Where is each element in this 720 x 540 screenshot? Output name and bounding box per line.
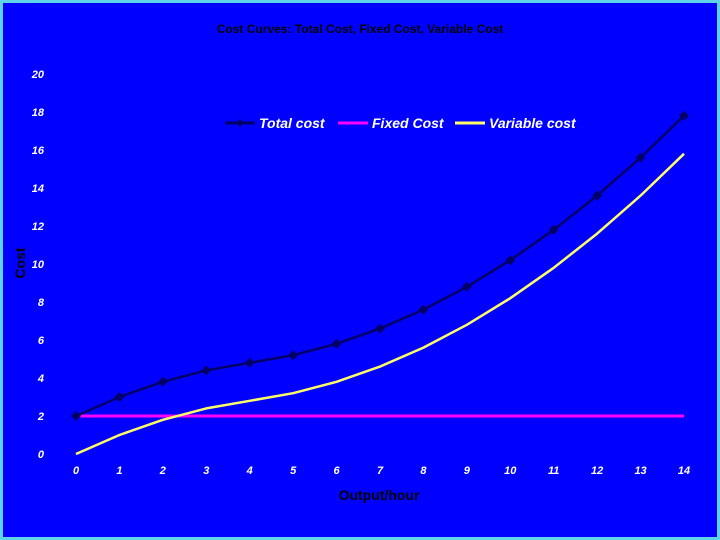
- y-tick-label: 20: [31, 69, 45, 81]
- data-point: [418, 304, 429, 315]
- legend-item: Fixed Cost: [338, 115, 445, 131]
- legend-label: Total cost: [259, 115, 326, 131]
- legend-item: Total cost: [225, 115, 326, 131]
- x-tick-label: 0: [73, 465, 80, 477]
- x-tick-label: 4: [246, 465, 253, 477]
- legend-label: Fixed Cost: [372, 115, 445, 131]
- data-point: [244, 357, 255, 368]
- legend-label: Variable cost: [489, 115, 577, 131]
- legend: Total cost Fixed Cost Variable cost: [225, 115, 577, 131]
- x-tick-label: 3: [203, 465, 209, 477]
- x-tick-label: 12: [591, 465, 603, 477]
- data-point: [461, 281, 472, 292]
- y-tick-label: 14: [32, 183, 44, 195]
- data-point: [114, 392, 125, 402]
- data-point: [592, 190, 603, 201]
- series-layer: [71, 110, 689, 456]
- x-tick-label: 7: [377, 465, 384, 477]
- data-point: [201, 365, 212, 376]
- y-tick-label: 18: [32, 107, 45, 119]
- y-tick-label: 4: [37, 373, 44, 385]
- legend-marker: [236, 119, 244, 127]
- series-total-cost: [71, 110, 689, 421]
- data-point: [157, 376, 168, 387]
- y-tick-label: 2: [37, 411, 44, 423]
- legend-item: Variable cost: [455, 115, 577, 131]
- series-line: [75, 114, 685, 418]
- series-line: [75, 152, 685, 456]
- x-tick-label: 6: [334, 465, 341, 477]
- data-point: [679, 110, 689, 121]
- data-point: [505, 255, 516, 266]
- x-axis-ticks: 0 1 2 3 4 5 6 7 8 9 10 11 12 13 14: [73, 465, 690, 477]
- y-tick-label: 8: [38, 297, 45, 309]
- x-tick-label: 11: [548, 465, 559, 477]
- y-tick-label: 10: [32, 259, 45, 271]
- y-tick-label: 12: [32, 221, 44, 233]
- y-tick-label: 0: [38, 449, 45, 461]
- x-tick-label: 10: [504, 465, 517, 477]
- y-tick-label: 16: [32, 145, 45, 157]
- x-tick-label: 5: [290, 465, 297, 477]
- data-point: [375, 323, 385, 334]
- data-point: [288, 350, 299, 361]
- x-tick-label: 1: [116, 465, 122, 477]
- x-axis-title: Output/hour: [339, 487, 420, 503]
- x-tick-label: 2: [159, 465, 166, 477]
- x-tick-label: 13: [634, 465, 646, 477]
- data-point: [548, 224, 559, 235]
- y-axis-ticks: 0 2 4 6 8 10 12 14 16 18 20: [31, 69, 45, 461]
- data-point: [635, 152, 646, 163]
- data-point: [71, 411, 81, 421]
- data-point: [331, 338, 342, 349]
- chart-title: Cost Curves: Total Cost, Fixed Cost, Var…: [217, 22, 504, 36]
- series-variable-cost: [75, 152, 685, 456]
- y-tick-label: 6: [38, 335, 45, 347]
- x-tick-label: 8: [420, 465, 427, 477]
- x-tick-label: 9: [464, 465, 471, 477]
- y-axis-title: Cost: [12, 247, 28, 278]
- x-tick-label: 14: [678, 465, 690, 477]
